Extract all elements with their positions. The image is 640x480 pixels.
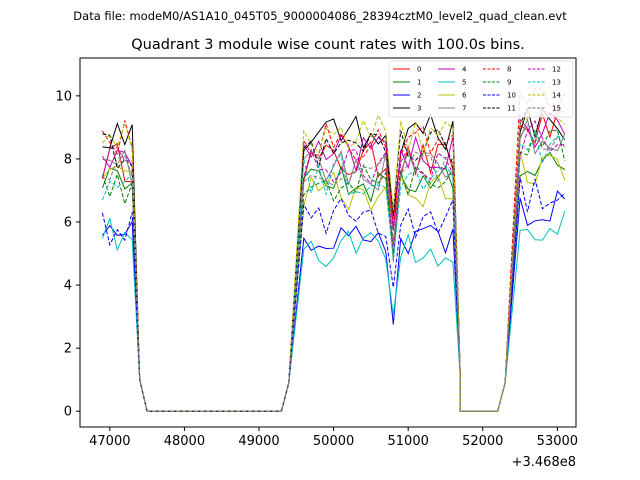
x-tick-label: 53000 [537, 434, 578, 449]
legend-label-13: 13 [552, 79, 561, 87]
data-file-label: Data file: modeM0/AS1A10_045T05_90000040… [73, 9, 567, 23]
y-tick-label: 8 [64, 152, 72, 167]
series-line-0 [101, 110, 565, 412]
y-tick-label: 0 [64, 405, 72, 420]
y-tick-label: 4 [64, 279, 72, 294]
legend-label-3: 3 [417, 105, 421, 113]
series-line-4 [101, 111, 566, 412]
legend-label-2: 2 [417, 92, 421, 100]
series-line-2 [102, 190, 566, 412]
y-tick-label: 10 [55, 89, 72, 104]
x-axis: 47000 48000 49000 50000 51000 52000 53000 [89, 427, 578, 449]
series-line-15 [102, 124, 566, 412]
x-tick-label: 50000 [313, 434, 354, 449]
legend-label-15: 15 [552, 105, 561, 113]
chart-title: Quadrant 3 module wise count rates with … [131, 37, 525, 53]
legend-label-10: 10 [507, 92, 516, 100]
legend-label-0: 0 [417, 66, 421, 74]
legend-label-4: 4 [462, 66, 467, 74]
legend-label-1: 1 [417, 79, 421, 87]
x-tick-label: 52000 [462, 434, 503, 449]
series-line-5 [101, 210, 566, 412]
series-line-14 [102, 85, 566, 412]
series-line-7 [102, 117, 566, 412]
legend-frame [388, 60, 574, 118]
legend-label-12: 12 [552, 66, 561, 74]
series-line-6 [102, 151, 566, 412]
x-tick-label: 47000 [89, 434, 130, 449]
legend-label-14: 14 [552, 92, 561, 100]
y-tick-label: 6 [64, 216, 72, 231]
legend-label-6: 6 [462, 92, 467, 100]
series-line-1 [101, 151, 566, 412]
y-tick-label: 2 [64, 342, 72, 357]
x-tick-label: 48000 [164, 434, 205, 449]
x-tick-label: 49000 [238, 434, 279, 449]
x-tick-label: 51000 [388, 434, 429, 449]
series-layer [101, 85, 566, 412]
series-line-8 [101, 87, 566, 412]
series-line-10 [101, 177, 566, 412]
legend-label-8: 8 [507, 66, 511, 74]
legend-label-7: 7 [462, 105, 466, 113]
legend-label-11: 11 [507, 105, 516, 113]
legend-label-5: 5 [462, 79, 466, 87]
legend-label-9: 9 [507, 79, 511, 87]
y-axis: 0 2 4 6 8 10 [55, 89, 80, 420]
plot-frame [79, 57, 577, 428]
x-offset-label: +3.468e8 [512, 455, 576, 470]
